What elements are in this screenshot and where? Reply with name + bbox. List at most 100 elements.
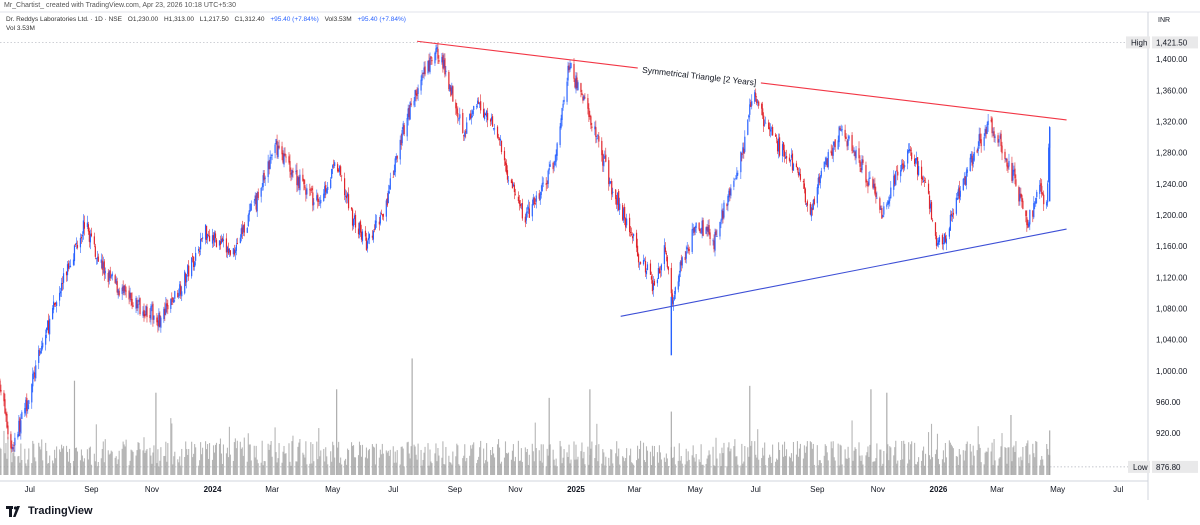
volume-bar [833,457,835,475]
candle [644,261,647,273]
volume-label[interactable]: Vol [6,25,16,32]
candle [1033,203,1035,218]
volume-bar [292,435,294,475]
candle [326,189,328,194]
candle [637,254,640,263]
volume-bar [504,441,507,475]
volume-bar [513,461,515,475]
volume-bar [270,441,272,475]
volume-bar [869,444,871,475]
candle [334,162,336,166]
volume-bar [386,452,388,475]
axes[interactable]: INR1,400.001,360.001,320.001,280.001,240… [25,17,1198,494]
volume-bar [511,450,513,475]
volume-bar [39,446,41,475]
volume-bar [714,466,716,475]
volume-bar [337,447,339,475]
candle [313,202,315,205]
candle [893,175,895,190]
candle [666,256,668,268]
volume-bar [517,440,519,475]
low-value-badge [1152,460,1198,473]
volume-bar [848,457,850,475]
volume-bar [3,430,5,475]
volume-bar [845,458,847,475]
volume-bar [909,459,911,475]
candle [744,136,746,152]
candle [775,137,778,139]
volume-bar [332,441,334,475]
candle [115,279,117,283]
volume-bar [938,464,941,475]
candle [146,306,148,318]
volume-bar [512,444,514,475]
volume-bar [776,458,778,475]
volume-bar [284,453,286,475]
candle [61,283,64,284]
candle [67,263,70,269]
candle [817,177,819,189]
candle [0,389,2,392]
volume-bar [722,453,724,475]
volume-bar [769,454,771,475]
tradingview-brand[interactable]: TradingView [6,505,93,517]
volume-bar [910,444,912,475]
candle [1042,193,1044,195]
candle [672,300,674,305]
candle [596,138,598,140]
volume-bar [605,456,607,475]
volume-bar [540,444,542,475]
candle [750,102,752,107]
volume-bar [313,461,315,475]
candle [860,167,862,173]
candle [609,181,611,184]
volume-bar [261,440,263,475]
candle [358,222,361,235]
volume-bar [93,453,95,475]
candle [636,245,639,257]
candle [96,257,98,259]
volume-bar [1025,445,1027,475]
volume-bar [575,444,577,475]
volume-bar [918,457,920,475]
candle [484,112,486,119]
triangle-annotation[interactable]: Symmetrical Triangle [2 Years] [642,65,757,88]
volume-bar [862,464,864,475]
candle [875,192,877,198]
candle [198,248,200,252]
volume-bar [247,433,249,475]
candle [942,243,945,244]
candle [896,170,898,172]
symbol-name[interactable]: Dr. Reddys Laboratories Ltd. · 1D · NSE [6,16,122,23]
candle [743,148,745,154]
price-tick-label: 1,000.00 [1156,367,1188,376]
volume-bar [792,441,795,475]
volume-bar [549,444,551,475]
volume-bar [844,449,846,475]
currency-label[interactable]: INR [1158,17,1170,24]
candle [574,79,576,88]
candle [993,131,995,138]
volume-bar [167,443,169,475]
volume-bar [680,456,682,475]
volume-bar [1035,441,1037,475]
volume-bar [493,453,495,475]
volume-bar [435,443,437,475]
candle [220,238,223,244]
candle [619,203,621,210]
volume-bar [541,462,543,475]
time-tick-label: 2025 [567,485,585,494]
candle [897,171,899,176]
candle [887,201,889,205]
volume-bar [897,460,899,475]
volume-bar [156,463,158,475]
support-trendline[interactable] [620,228,1067,317]
candle [153,315,155,320]
volume-bar [19,462,21,475]
candle [831,151,833,156]
trendlines[interactable]: Symmetrical Triangle [2 Years] [417,40,1067,317]
candle [371,235,374,238]
candle [615,189,617,200]
candle [10,434,12,448]
